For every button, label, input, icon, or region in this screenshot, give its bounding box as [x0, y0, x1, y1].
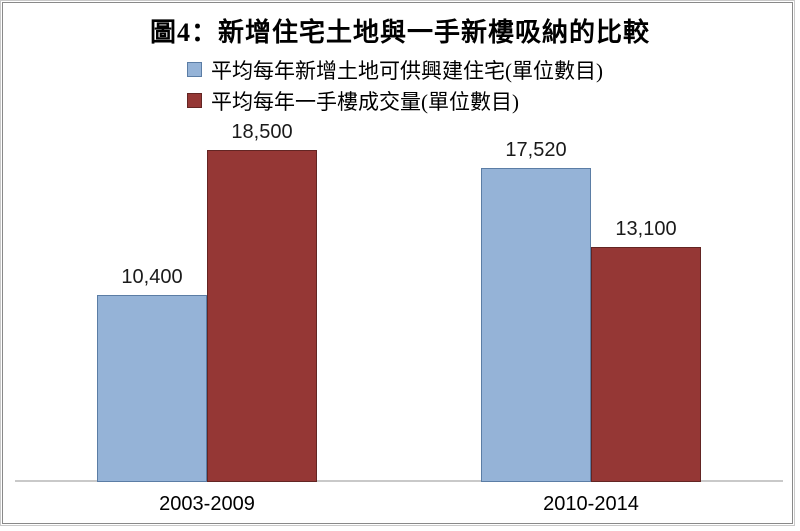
legend-label-land-supply: 平均每年新增土地可供興建住宅(單位數目)	[211, 58, 603, 83]
bar-s1-2010-2014	[481, 168, 591, 482]
legend-label-primary-sales: 平均每年一手樓成交量(單位數目)	[211, 89, 519, 114]
legend-swatch-blue	[187, 62, 202, 77]
bar-value-label-s1-2003-2009: 10,400	[121, 266, 183, 288]
bar-value-label-s1-2010-2014: 17,520	[505, 139, 567, 161]
bar-s2-2010-2014	[591, 247, 701, 482]
chart-title: 圖4：新增住宅土地與一手新樓吸納的比較	[149, 18, 650, 47]
bar-s1-2003-2009	[97, 295, 207, 482]
legend-item-primary-sales: 平均每年一手樓成交量(單位數目)	[187, 85, 603, 116]
legend-item-land-supply: 平均每年新增土地可供興建住宅(單位數目)	[187, 54, 603, 85]
category-label-2003-2009: 2003-2009	[159, 493, 255, 515]
category-label-2010-2014: 2010-2014	[543, 493, 639, 515]
bar-s2-2003-2009	[207, 150, 317, 482]
legend: 平均每年新增土地可供興建住宅(單位數目) 平均每年一手樓成交量(單位數目)	[187, 54, 603, 116]
bar-value-label-s2-2003-2009: 18,500	[231, 121, 293, 143]
legend-swatch-red	[187, 93, 202, 108]
x-axis-line	[15, 480, 783, 482]
bar-value-label-s2-2010-2014: 13,100	[615, 218, 677, 240]
